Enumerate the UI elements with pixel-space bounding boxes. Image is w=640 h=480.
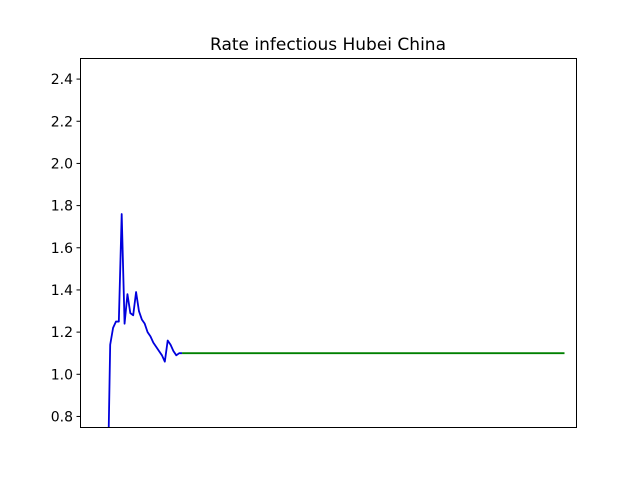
series-layer	[107, 213, 565, 428]
y-tick-label: 1.8	[51, 199, 73, 215]
series-line-1	[107, 213, 183, 428]
y-tick-label: 2.2	[51, 114, 73, 130]
y-tick-label: 1.0	[51, 367, 73, 383]
y-tick-label: 1.6	[51, 241, 73, 257]
plot-area-frame	[80, 58, 577, 428]
y-tick-label: 2.0	[51, 156, 73, 172]
y-tick-label: 0.8	[51, 409, 73, 425]
y-tick-label: 1.2	[51, 325, 73, 341]
y-tick-label: 2.4	[51, 72, 73, 88]
chart-title: Rate infectious Hubei China	[210, 35, 446, 55]
y-tick-label: 1.4	[51, 283, 73, 299]
y-axis: 0.8 1.0 1.2 1.4 1.6 1.8 2.0 2.2 2.4	[51, 72, 80, 425]
